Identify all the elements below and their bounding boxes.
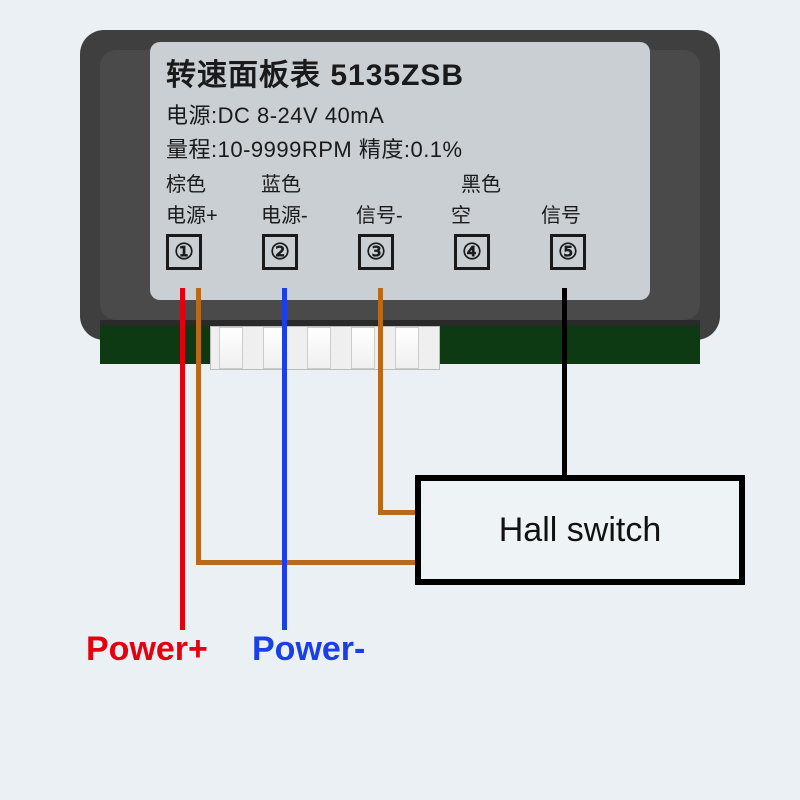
hall-switch-label: Hall switch [499, 511, 661, 550]
plate-pin-row: ① ② ③ ④ ⑤ [166, 234, 634, 270]
connector-pin-1 [219, 327, 243, 369]
pin-3: ③ [358, 234, 394, 270]
plate-title: 转速面板表 5135ZSB [166, 50, 634, 94]
color-blue: 蓝色 [261, 168, 461, 197]
pin-5: ⑤ [550, 234, 586, 270]
wire-brown-right-v [378, 288, 383, 510]
plate-color-row: 棕色 蓝色 黑色 [166, 168, 634, 197]
pin-1: ① [166, 234, 202, 270]
color-brown: 棕色 [166, 168, 261, 197]
connector-pin-4 [351, 327, 375, 369]
pin-2: ② [262, 234, 298, 270]
pin-4: ④ [454, 234, 490, 270]
plate-range-spec: 量程:10-9999RPM 精度:0.1% [166, 132, 634, 164]
jst-connector [210, 326, 440, 370]
func-pin1: 电源+ [166, 199, 261, 228]
wire-brown-left-h [196, 560, 421, 565]
connector-pin-5 [395, 327, 419, 369]
color-black: 黑色 [461, 168, 501, 197]
hall-switch-box: Hall switch [415, 475, 745, 585]
wire-red [180, 288, 185, 630]
func-pin5: 信号 [541, 199, 581, 228]
spec-label-plate: 转速面板表 5135ZSB 电源:DC 8-24V 40mA 量程:10-999… [150, 42, 650, 300]
func-pin4: 空 [451, 199, 541, 228]
wire-blue [282, 288, 287, 630]
wire-brown-left-v [196, 288, 201, 560]
label-power-minus: Power- [252, 630, 365, 669]
label-power-plus: Power+ [86, 630, 208, 669]
plate-power-spec: 电源:DC 8-24V 40mA [166, 98, 634, 130]
func-pin2: 电源- [261, 199, 356, 228]
connector-pin-3 [307, 327, 331, 369]
wire-black [562, 288, 567, 481]
func-pin3: 信号- [356, 199, 451, 228]
plate-function-row: 电源+ 电源- 信号- 空 信号 [166, 199, 634, 228]
